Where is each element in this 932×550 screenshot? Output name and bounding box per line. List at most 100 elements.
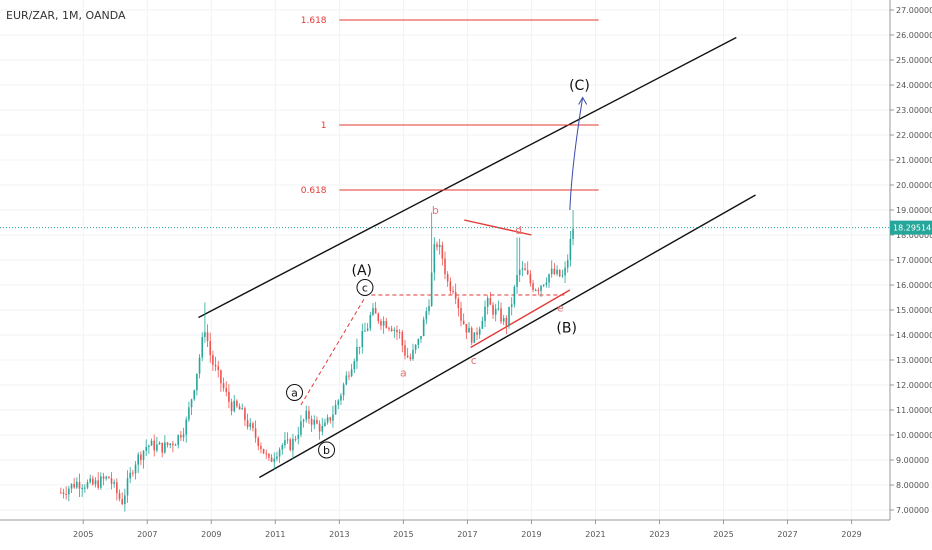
candle bbox=[225, 381, 228, 397]
candle-body bbox=[396, 329, 398, 333]
candle-body bbox=[113, 482, 115, 484]
candle-body bbox=[100, 476, 102, 488]
candle bbox=[265, 449, 268, 459]
candle-body bbox=[318, 423, 321, 432]
candle bbox=[404, 340, 406, 360]
candle-body bbox=[273, 458, 276, 462]
candle bbox=[449, 277, 452, 295]
wave-label-circled-5: c bbox=[356, 279, 374, 296]
wave-circle-text: a bbox=[291, 387, 298, 400]
last-price-label: 18.29514 bbox=[893, 224, 931, 233]
candle-body bbox=[134, 464, 137, 474]
candle-body bbox=[564, 267, 566, 276]
wave-label-minor-7: b bbox=[432, 204, 439, 217]
candle-body bbox=[460, 308, 462, 321]
time-tick-label-6: 2017 bbox=[457, 530, 477, 539]
candle bbox=[388, 326, 390, 332]
candle-body bbox=[209, 341, 212, 356]
candle bbox=[470, 326, 473, 346]
price-axis[interactable]: 7.00000 8.00000 9.00000 10.00000 11.00000 12.… bbox=[890, 6, 932, 515]
candle-body bbox=[433, 244, 436, 273]
candle-body bbox=[126, 478, 129, 496]
candle-body bbox=[518, 269, 521, 275]
candle-body bbox=[545, 282, 548, 285]
candle-body bbox=[510, 304, 513, 307]
candle-body bbox=[94, 480, 97, 485]
time-axis[interactable]: 2005 2007 2009 2011 2013 2015 2017 2019 2021 2023… bbox=[73, 520, 862, 539]
candle bbox=[132, 469, 134, 477]
candle-body bbox=[105, 476, 107, 479]
candle bbox=[254, 420, 257, 443]
candle-body bbox=[428, 306, 430, 312]
candle-body bbox=[265, 453, 268, 455]
price-tick-label-20: 27.00000 bbox=[896, 6, 932, 15]
wave-label-minor-9: d bbox=[515, 224, 522, 237]
candle-body bbox=[166, 442, 169, 446]
candle-body bbox=[169, 443, 172, 446]
candle bbox=[182, 427, 185, 442]
last-price-tag bbox=[890, 220, 932, 235]
candle bbox=[209, 332, 212, 363]
candle-body bbox=[233, 400, 236, 412]
candle-body bbox=[241, 408, 244, 410]
candle bbox=[353, 358, 356, 374]
candle bbox=[302, 418, 305, 428]
triangle-upper-line bbox=[464, 219, 532, 236]
candle-body bbox=[198, 357, 201, 374]
candle-body bbox=[345, 375, 348, 385]
candle bbox=[97, 472, 99, 490]
price-tick-label-11: 18.00000 bbox=[896, 231, 932, 240]
candle-body bbox=[457, 298, 460, 309]
candle bbox=[433, 237, 436, 281]
candle bbox=[454, 283, 457, 305]
candle-body bbox=[150, 440, 153, 446]
candle bbox=[476, 327, 478, 341]
candle bbox=[65, 486, 67, 500]
candle-body bbox=[566, 260, 569, 268]
candle-body bbox=[388, 327, 390, 329]
candle bbox=[366, 323, 369, 332]
candle bbox=[150, 438, 153, 446]
candle-body bbox=[374, 308, 377, 314]
candle-body bbox=[356, 347, 358, 362]
candle bbox=[414, 344, 417, 354]
candle-body bbox=[110, 478, 113, 484]
candle bbox=[289, 437, 292, 452]
candle-body bbox=[102, 476, 105, 479]
candle bbox=[236, 399, 238, 408]
candle-body bbox=[446, 274, 449, 282]
candle-body bbox=[364, 330, 366, 332]
candle-body bbox=[270, 457, 273, 462]
candle-body bbox=[81, 488, 83, 490]
candle bbox=[249, 417, 252, 431]
candle bbox=[572, 210, 574, 246]
candle bbox=[268, 453, 270, 462]
candle-body bbox=[452, 290, 454, 292]
candle bbox=[524, 263, 526, 271]
annotations: 1.618 1 0.618 (A) (B) (C) a b c a b c d e bbox=[286, 16, 590, 459]
candle bbox=[193, 389, 196, 401]
candle-body bbox=[556, 269, 558, 274]
wave-label-circled-3: a bbox=[286, 384, 304, 401]
candle bbox=[316, 416, 318, 425]
candle bbox=[492, 301, 494, 320]
candle-body bbox=[420, 336, 422, 340]
candle-body bbox=[196, 373, 198, 391]
candle bbox=[513, 284, 516, 308]
candle-body bbox=[465, 324, 468, 333]
candle-body bbox=[92, 478, 94, 485]
price-tick-label-14: 21.00000 bbox=[896, 156, 932, 165]
candle bbox=[380, 318, 382, 330]
candle-body bbox=[321, 425, 324, 432]
candle-body bbox=[444, 258, 446, 275]
candle bbox=[198, 354, 201, 379]
candle-body bbox=[289, 439, 292, 451]
candle-body bbox=[569, 238, 572, 261]
candle bbox=[284, 431, 286, 449]
candle bbox=[161, 442, 164, 458]
candle bbox=[278, 447, 281, 463]
candle-body bbox=[502, 317, 505, 322]
candle-body bbox=[158, 442, 161, 445]
candle-body bbox=[70, 483, 73, 489]
